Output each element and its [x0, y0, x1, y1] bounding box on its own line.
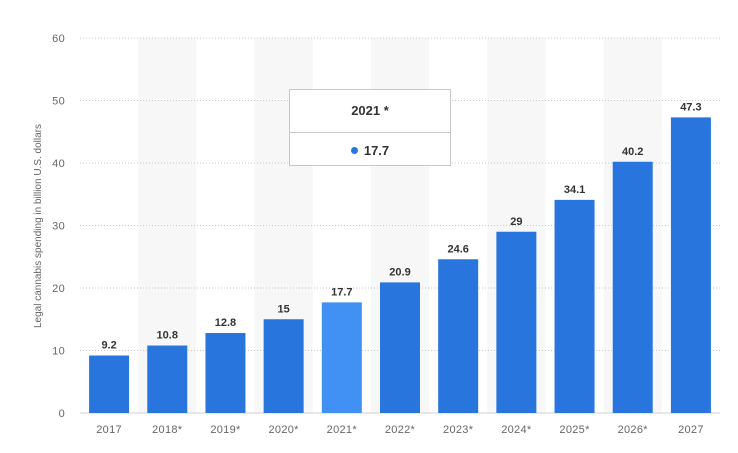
x-tick-9: 2026*	[618, 424, 649, 436]
bar-2019[interactable]	[205, 333, 246, 413]
x-tick-3: 2020*	[269, 424, 300, 436]
y-tick-60: 60	[52, 33, 65, 45]
tooltip-value: 17.7	[363, 142, 390, 158]
data-label-10: 47.3	[680, 101, 701, 113]
data-label-8: 34.1	[564, 184, 585, 196]
bar-2023[interactable]	[438, 259, 479, 413]
y-axis-title: Legal cannabis spending in billion U.S. …	[33, 124, 44, 328]
y-tick-10: 10	[52, 346, 65, 358]
bar-2024[interactable]	[496, 231, 537, 413]
x-tick-10: 2027	[678, 424, 704, 436]
x-tick-7: 2024*	[501, 424, 532, 436]
bar-2020[interactable]	[263, 319, 304, 413]
bar-2025[interactable]	[554, 199, 595, 413]
y-tick-50: 50	[52, 96, 65, 108]
data-label-2: 12.8	[215, 317, 236, 329]
x-tick-6: 2023*	[443, 424, 474, 436]
x-tick-5: 2022*	[385, 424, 416, 436]
x-tick-1: 2018*	[152, 424, 183, 436]
y-tick-40: 40	[52, 158, 65, 170]
data-label-3: 15	[278, 303, 290, 315]
y-tick-20: 20	[52, 283, 65, 295]
bar-2022[interactable]	[380, 282, 420, 413]
bar-2026[interactable]	[612, 161, 653, 413]
y-axis-ticks: 0 10 20 30 40 50 60	[52, 33, 65, 420]
data-label-0: 9.2	[101, 340, 116, 352]
tooltip-title: 2021 *	[290, 90, 450, 133]
x-axis-ticks: 2017 2018* 2019* 2020* 2021* 2022* 2023* 2024* 2…	[96, 424, 703, 436]
data-label-9: 40.2	[622, 146, 643, 158]
data-label-1: 10.8	[157, 330, 178, 342]
data-label-7: 29	[510, 216, 522, 228]
bars	[89, 117, 711, 413]
data-label-4: 17.7	[331, 286, 352, 298]
x-tick-8: 2025*	[559, 424, 590, 436]
bar-2017[interactable]	[89, 355, 130, 414]
data-label-5: 20.9	[389, 266, 410, 278]
bar-2018[interactable]	[147, 345, 188, 414]
bar-2021[interactable]	[321, 302, 362, 413]
x-tick-2: 2019*	[210, 424, 241, 436]
tooltip: 2021 * 17.7	[289, 89, 451, 166]
x-tick-4: 2021*	[327, 424, 358, 436]
series-dot-icon	[350, 146, 358, 154]
bar-2027[interactable]	[670, 117, 711, 413]
data-labels: 9.2 10.8 12.8 15 17.7 20.9 24.6 29 34.1 40.2 47.3	[101, 101, 701, 351]
y-tick-0: 0	[59, 408, 65, 420]
x-tick-0: 2017	[96, 424, 122, 436]
data-label-6: 24.6	[447, 243, 468, 255]
tooltip-body: 17.7	[290, 133, 450, 167]
y-tick-30: 30	[52, 221, 65, 233]
